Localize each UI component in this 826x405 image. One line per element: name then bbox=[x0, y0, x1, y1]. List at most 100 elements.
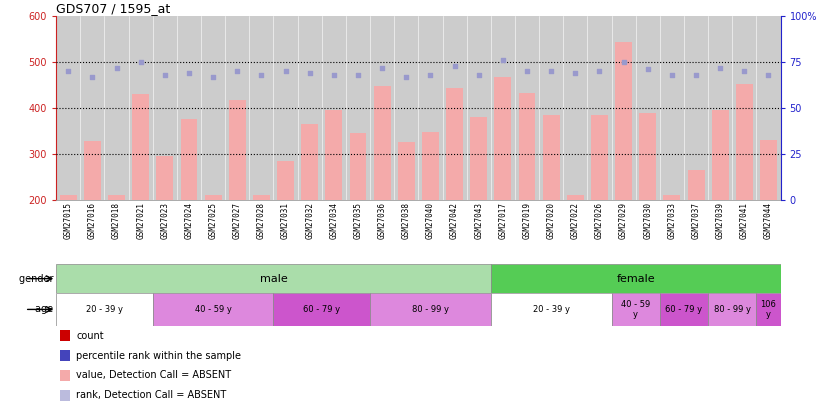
Point bbox=[520, 68, 534, 75]
Text: male: male bbox=[259, 274, 287, 284]
Point bbox=[738, 68, 751, 75]
Point bbox=[159, 72, 172, 78]
Bar bbox=[108, 195, 125, 200]
Text: GSM27026: GSM27026 bbox=[595, 202, 604, 239]
Text: age: age bbox=[35, 305, 56, 314]
Text: GSM27022: GSM27022 bbox=[571, 202, 580, 239]
Bar bbox=[56, 293, 153, 326]
Text: GSM27037: GSM27037 bbox=[691, 202, 700, 239]
Bar bbox=[712, 110, 729, 200]
Bar bbox=[253, 195, 270, 200]
Text: gender: gender bbox=[18, 274, 56, 284]
Bar bbox=[422, 132, 439, 200]
Point bbox=[110, 64, 123, 71]
Text: GSM27042: GSM27042 bbox=[450, 202, 459, 239]
Bar bbox=[519, 93, 535, 200]
Point bbox=[279, 68, 292, 75]
Text: GSM27038: GSM27038 bbox=[401, 202, 411, 239]
Bar bbox=[301, 124, 318, 200]
Text: GSM27044: GSM27044 bbox=[764, 202, 773, 239]
Point bbox=[762, 72, 775, 78]
Bar bbox=[373, 86, 391, 200]
Bar bbox=[663, 195, 681, 200]
Bar bbox=[398, 142, 415, 200]
Text: 40 - 59 y: 40 - 59 y bbox=[195, 305, 231, 314]
Text: value, Detection Call = ABSENT: value, Detection Call = ABSENT bbox=[76, 371, 231, 380]
Text: 40 - 59
y: 40 - 59 y bbox=[621, 300, 650, 319]
Point bbox=[424, 72, 437, 78]
Text: GSM27031: GSM27031 bbox=[281, 202, 290, 239]
Text: GSM27032: GSM27032 bbox=[306, 202, 314, 239]
Text: GSM27034: GSM27034 bbox=[330, 202, 339, 239]
Point bbox=[593, 68, 606, 75]
Bar bbox=[59, 195, 77, 200]
Text: GSM27036: GSM27036 bbox=[377, 202, 387, 239]
Point bbox=[86, 73, 99, 80]
Text: GSM27039: GSM27039 bbox=[715, 202, 724, 239]
Text: rank, Detection Call = ABSENT: rank, Detection Call = ABSENT bbox=[76, 390, 226, 400]
Bar bbox=[349, 133, 367, 200]
Point bbox=[617, 59, 630, 65]
Text: 106
y: 106 y bbox=[761, 300, 776, 319]
Bar bbox=[591, 115, 608, 200]
Bar bbox=[491, 264, 781, 293]
Point bbox=[665, 72, 678, 78]
Text: GSM27027: GSM27027 bbox=[233, 202, 242, 239]
Bar bbox=[56, 264, 491, 293]
Point bbox=[400, 73, 413, 80]
Point bbox=[376, 64, 389, 71]
Point bbox=[569, 70, 582, 76]
Text: 80 - 99 y: 80 - 99 y bbox=[412, 305, 449, 314]
Text: GSM27028: GSM27028 bbox=[257, 202, 266, 239]
Point bbox=[62, 68, 75, 75]
Point bbox=[206, 73, 220, 80]
Point bbox=[134, 59, 147, 65]
Bar bbox=[84, 141, 101, 200]
Text: GSM27018: GSM27018 bbox=[112, 202, 121, 239]
Bar bbox=[60, 370, 70, 381]
Point bbox=[303, 70, 316, 76]
Bar bbox=[495, 77, 511, 200]
Bar bbox=[156, 156, 173, 200]
Text: GSM27019: GSM27019 bbox=[523, 202, 531, 239]
Bar bbox=[132, 94, 150, 200]
Bar bbox=[370, 293, 491, 326]
Point bbox=[254, 72, 268, 78]
Text: 60 - 79 y: 60 - 79 y bbox=[666, 305, 703, 314]
Bar bbox=[491, 293, 611, 326]
Point bbox=[351, 72, 364, 78]
Bar bbox=[153, 293, 273, 326]
Bar bbox=[446, 88, 463, 200]
Text: GDS707 / 1595_at: GDS707 / 1595_at bbox=[56, 2, 170, 15]
Bar bbox=[615, 43, 632, 200]
Point bbox=[714, 64, 727, 71]
Bar bbox=[660, 293, 708, 326]
Text: GSM27040: GSM27040 bbox=[426, 202, 435, 239]
Text: 20 - 39 y: 20 - 39 y bbox=[533, 305, 570, 314]
Text: GSM27043: GSM27043 bbox=[474, 202, 483, 239]
Bar bbox=[277, 161, 294, 200]
Text: 20 - 39 y: 20 - 39 y bbox=[86, 305, 123, 314]
Point bbox=[690, 72, 703, 78]
Bar bbox=[543, 115, 560, 200]
Bar bbox=[708, 293, 757, 326]
Text: GSM27029: GSM27029 bbox=[620, 202, 628, 239]
Point bbox=[230, 68, 244, 75]
Bar bbox=[60, 390, 70, 401]
Point bbox=[496, 57, 510, 64]
Point bbox=[544, 68, 558, 75]
Point bbox=[183, 70, 196, 76]
Point bbox=[327, 72, 340, 78]
Bar bbox=[567, 195, 584, 200]
Bar bbox=[760, 140, 777, 200]
Text: GSM27015: GSM27015 bbox=[64, 202, 73, 239]
Bar bbox=[611, 293, 660, 326]
Text: GSM27021: GSM27021 bbox=[136, 202, 145, 239]
Bar bbox=[273, 293, 370, 326]
Text: count: count bbox=[76, 331, 104, 341]
Point bbox=[472, 72, 486, 78]
Text: female: female bbox=[616, 274, 655, 284]
Point bbox=[641, 66, 654, 72]
Bar bbox=[325, 110, 342, 200]
Text: GSM27020: GSM27020 bbox=[547, 202, 556, 239]
